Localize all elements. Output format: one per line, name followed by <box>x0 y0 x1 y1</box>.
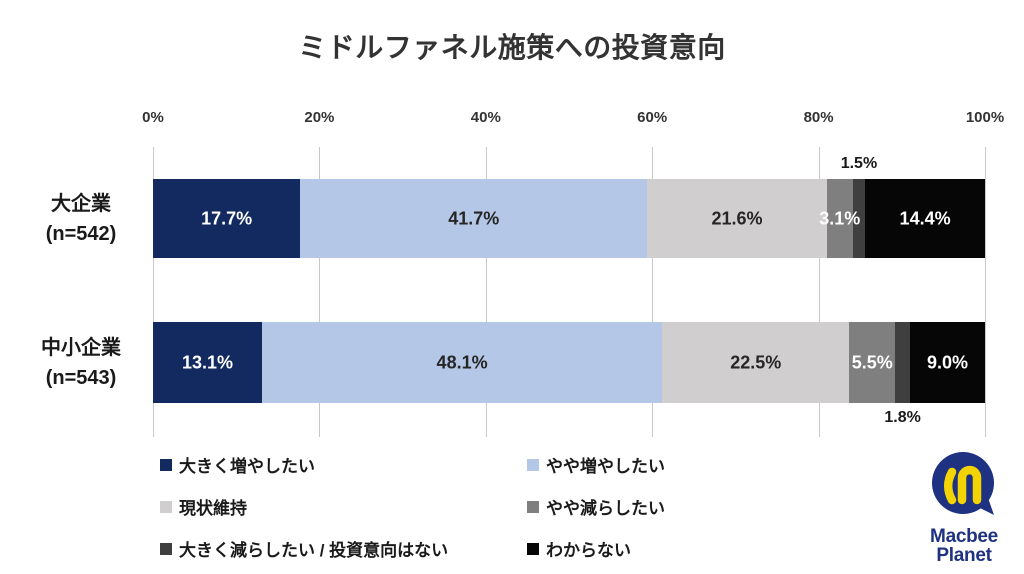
logo-m-right-stroke <box>957 465 982 505</box>
legend-swatch-icon <box>160 458 172 471</box>
bar-row-大企業: 17.7% 41.7% 21.6% 3.1% 14.4% <box>153 179 985 258</box>
bar-value-label: 21.6% <box>711 208 763 228</box>
legend-item: わからない <box>527 536 880 561</box>
category-n-count: (n=543) <box>45 366 117 389</box>
bar-row-中小企業: 13.1% 48.1% 22.5% 5.5% 9.0% <box>153 322 985 403</box>
category-label-大企業: 大企業 (n=542) <box>6 189 156 249</box>
bar-segment: 3.1% <box>819 179 860 258</box>
legend-item: やや減らしたい <box>527 494 880 519</box>
bar-value-label: 5.5% <box>851 352 893 372</box>
axis-tick-label: 20% <box>304 109 335 126</box>
gridline-100% <box>985 147 986 437</box>
logo-wordmark-line2: Planet <box>936 545 992 566</box>
legend-label: わからない <box>546 541 631 560</box>
legend-swatch-icon <box>527 542 539 555</box>
legend-label: 現状維持 <box>179 499 247 518</box>
bar-segment: 17.7% <box>153 179 301 258</box>
category-n-count: (n=542) <box>45 222 117 245</box>
bar-segment <box>895 322 911 403</box>
gridline-60% <box>652 147 654 437</box>
legend-item: やや増やしたい <box>527 452 880 477</box>
axis-tick-label: 100% <box>965 109 1005 126</box>
bar-segment: 13.1% <box>153 322 262 403</box>
legend-item: 現状維持 <box>160 494 527 519</box>
bar-value-label: 3.1% <box>819 208 861 228</box>
axis-tick-label: 80% <box>803 109 834 126</box>
legend-item: 大きく減らしたい / 投資意向はない <box>160 536 527 561</box>
legend-swatch-icon <box>527 500 539 513</box>
chart-title: ミドルファネル施策への投資意向 <box>298 32 726 63</box>
bar-segment: 5.5% <box>849 322 896 403</box>
legend-label: 大きく増やしたい <box>179 457 315 476</box>
bar-segment: 48.1% <box>261 322 663 403</box>
legend-swatch-icon <box>160 542 172 555</box>
gridline-80% <box>818 147 820 437</box>
bar-segment: 41.7% <box>300 179 648 258</box>
bar-value-label: 9.0% <box>927 352 969 372</box>
axis-tick-label: 0% <box>142 109 164 126</box>
bar-segment <box>852 179 866 258</box>
bar-value-label-outside: 1.5% <box>840 155 878 172</box>
bar-value-label: 17.7% <box>201 208 253 228</box>
bar-value-label: 41.7% <box>448 208 500 228</box>
bar-segment: 22.5% <box>662 322 850 403</box>
bar-segment: 9.0% <box>910 322 985 403</box>
logo-bubble-tail <box>978 495 994 515</box>
gridline-20% <box>319 147 321 437</box>
legend-item: 大きく増やしたい <box>160 452 527 477</box>
macbee-planet-logo: Macbee Planet <box>912 450 1016 565</box>
legend-label: やや増やしたい <box>546 457 665 476</box>
bar-segment: 14.4% <box>865 179 985 258</box>
legend-swatch-icon <box>160 500 172 513</box>
legend-label: やや減らしたい <box>546 499 665 518</box>
bar-value-label-outside: 1.8% <box>884 409 921 426</box>
bar-value-label: 14.4% <box>899 208 951 228</box>
logo-wordmark-line1: Macbee <box>930 526 998 547</box>
axis-tick-label: 60% <box>637 109 668 126</box>
gridline-40% <box>485 147 487 437</box>
bar-value-label: 48.1% <box>436 352 488 372</box>
gridline-0% <box>153 147 154 437</box>
legend-swatch-icon <box>527 458 539 471</box>
chart-legend: 大きく増やしたい やや増やしたい現状維持 やや減らしたい大きく減らしたい / 投資意… <box>160 452 880 561</box>
bar-value-label: 13.1% <box>181 352 234 372</box>
category-name: 大企業 <box>51 192 111 215</box>
macbee-planet-logo-icon <box>932 452 994 515</box>
category-label-中小企業: 中小企業 (n=543) <box>6 333 156 393</box>
bar-value-label: 22.5% <box>730 352 782 372</box>
category-name: 中小企業 <box>41 336 121 359</box>
logo-m-left-stroke <box>944 467 957 505</box>
legend-label: 大きく減らしたい / 投資意向はない <box>179 541 449 560</box>
axis-tick-label: 40% <box>470 109 501 126</box>
bar-segment: 21.6% <box>647 179 827 258</box>
